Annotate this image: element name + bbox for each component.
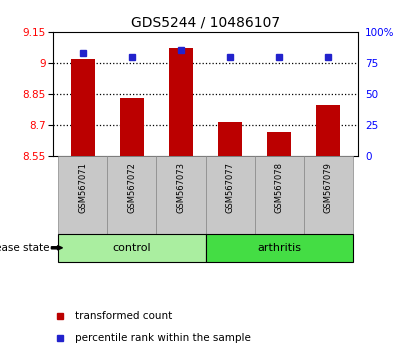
Text: disease state: disease state xyxy=(0,243,49,253)
Title: GDS5244 / 10486107: GDS5244 / 10486107 xyxy=(131,15,280,29)
Bar xyxy=(169,48,193,156)
Bar xyxy=(254,156,304,234)
Bar xyxy=(267,132,291,156)
Bar xyxy=(120,98,144,156)
Bar xyxy=(304,156,353,234)
Bar xyxy=(157,156,206,234)
Text: percentile rank within the sample: percentile rank within the sample xyxy=(75,332,251,343)
Text: control: control xyxy=(113,243,151,253)
Text: GSM567078: GSM567078 xyxy=(275,162,284,213)
Text: GSM567071: GSM567071 xyxy=(79,162,88,213)
Text: GSM567079: GSM567079 xyxy=(323,162,332,213)
Bar xyxy=(218,122,242,156)
Bar xyxy=(58,156,107,234)
Bar xyxy=(206,156,254,234)
Text: GSM567077: GSM567077 xyxy=(226,162,235,213)
Text: GSM567073: GSM567073 xyxy=(176,162,185,213)
Bar xyxy=(206,234,353,262)
Bar xyxy=(107,156,157,234)
Text: arthritis: arthritis xyxy=(257,243,301,253)
Text: GSM567072: GSM567072 xyxy=(127,162,136,213)
Bar xyxy=(71,59,95,156)
Bar xyxy=(316,105,340,156)
Bar xyxy=(58,234,206,262)
Text: transformed count: transformed count xyxy=(75,311,172,321)
